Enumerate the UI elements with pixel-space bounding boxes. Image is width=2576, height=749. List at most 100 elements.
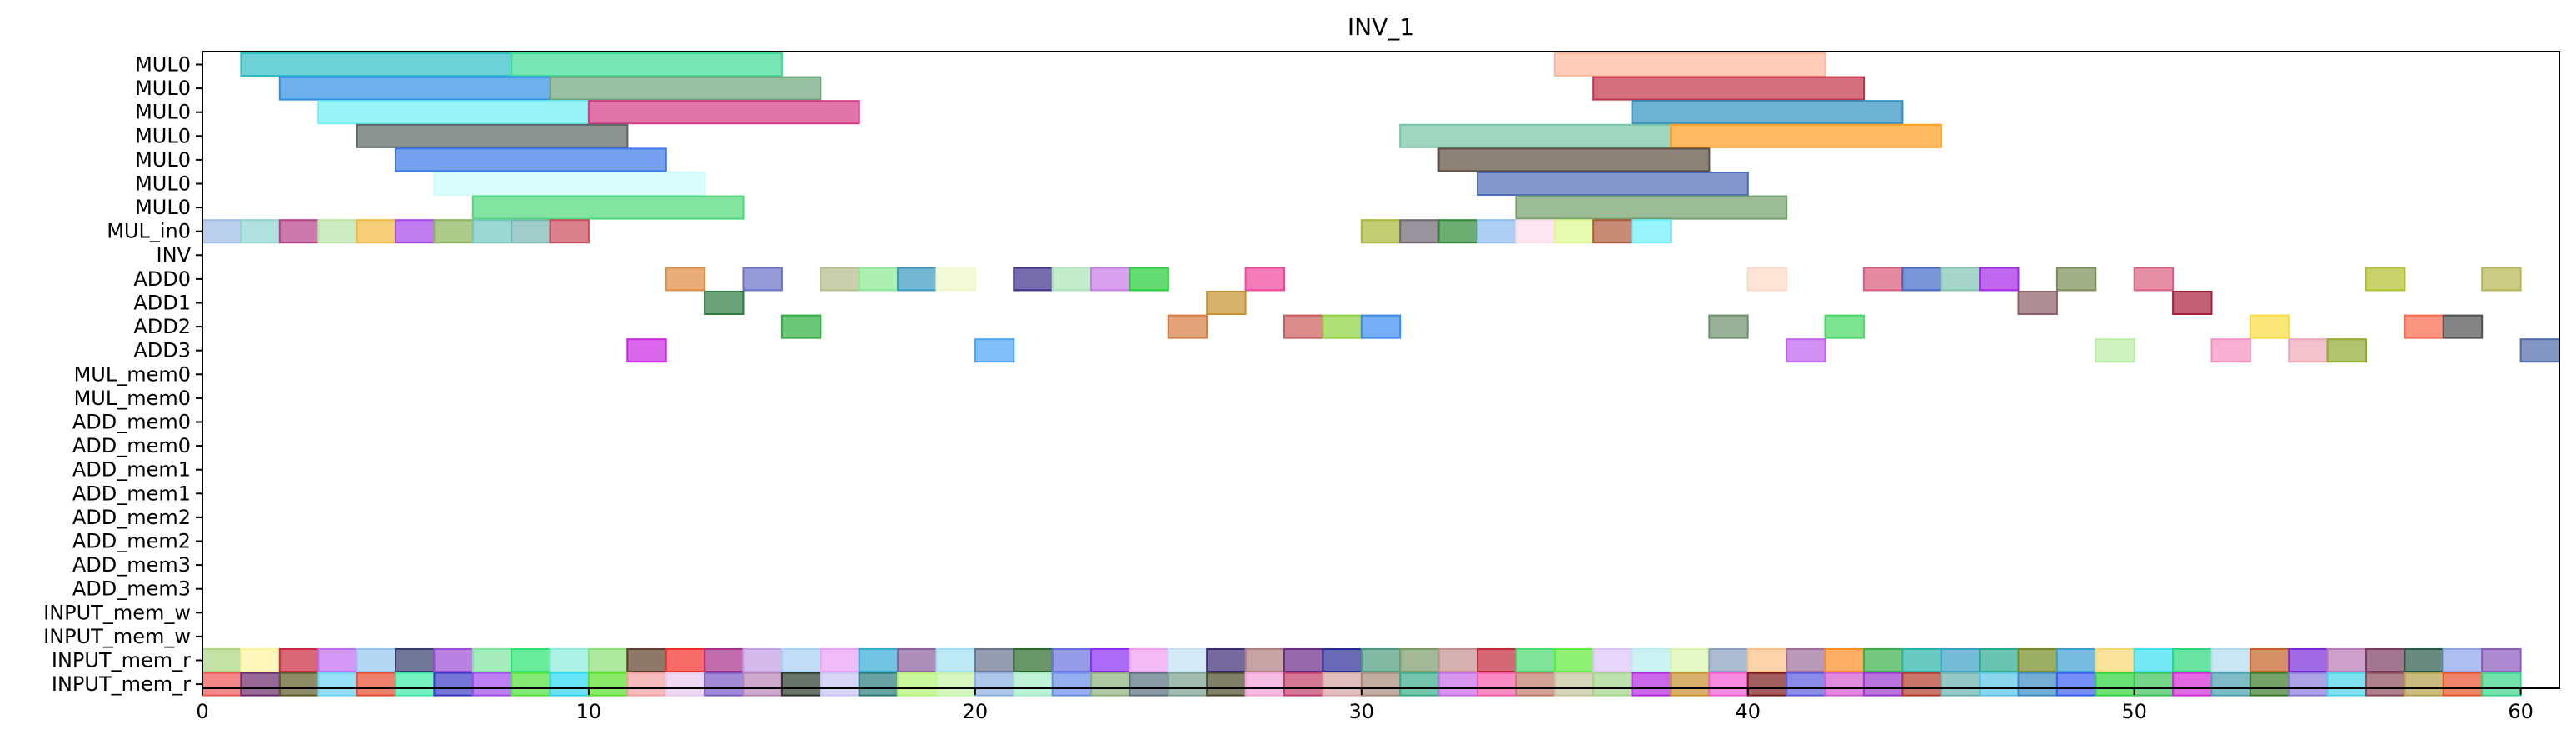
schedule-bar xyxy=(549,648,590,672)
schedule-bar xyxy=(1360,672,1402,697)
schedule-bar xyxy=(471,672,513,697)
schedule-bar xyxy=(626,672,667,697)
schedule-bar xyxy=(1244,672,1285,697)
row-label: MUL0 xyxy=(135,77,191,100)
schedule-bar xyxy=(240,219,281,244)
schedule-bar xyxy=(2404,648,2444,672)
schedule-bar xyxy=(1786,648,1826,672)
schedule-bar xyxy=(587,672,629,697)
schedule-bar xyxy=(665,267,706,292)
schedule-bar xyxy=(1477,648,1517,672)
row-label: MUL0 xyxy=(135,53,191,77)
schedule-bar xyxy=(1708,648,1749,672)
x-tick-label: 40 xyxy=(1735,700,1761,723)
schedule-bar xyxy=(935,672,976,697)
schedule-bar xyxy=(2326,648,2368,672)
schedule-bar xyxy=(317,100,590,125)
schedule-bar xyxy=(1746,648,1788,672)
schedule-bar xyxy=(2481,672,2522,697)
schedule-bar xyxy=(433,219,474,244)
row-label: MUL_mem0 xyxy=(74,387,191,410)
schedule-bar xyxy=(742,672,783,697)
schedule-bar xyxy=(897,648,938,672)
schedule-bar xyxy=(665,648,706,672)
schedule-bar xyxy=(1013,672,1054,697)
y-axis-labels: MUL0MUL0MUL0MUL0MUL0MUL0MUL0MUL_in0INVAD… xyxy=(43,53,202,696)
schedule-bar xyxy=(1206,672,1247,697)
schedule-bar xyxy=(1515,648,1556,672)
schedule-bar xyxy=(1708,672,1749,697)
row-label: ADD_mem2 xyxy=(72,506,191,529)
schedule-bar xyxy=(395,219,436,244)
schedule-bar xyxy=(935,648,976,672)
schedule-bar xyxy=(2210,338,2251,363)
schedule-bar xyxy=(471,648,513,672)
x-tick-label: 60 xyxy=(2508,700,2534,723)
schedule-bar xyxy=(2365,267,2406,292)
schedule-bar xyxy=(395,648,436,672)
schedule-bar xyxy=(511,219,551,244)
schedule-bar xyxy=(2519,338,2561,363)
schedule-bar xyxy=(858,648,899,672)
schedule-bar xyxy=(356,672,397,697)
schedule-bar xyxy=(1129,267,1169,292)
schedule-bar xyxy=(742,267,783,292)
schedule-bar xyxy=(1824,672,1865,697)
schedule-bar xyxy=(1515,219,1556,244)
chart-title: INV_1 xyxy=(1348,13,1414,41)
schedule-bar xyxy=(2172,648,2213,672)
row-label: ADD_mem3 xyxy=(72,553,191,577)
schedule-bar xyxy=(1515,672,1556,697)
schedule-bar xyxy=(1786,672,1826,697)
schedule-bar xyxy=(1360,648,1402,672)
schedule-bar xyxy=(1901,648,1942,672)
schedule-bar xyxy=(240,672,281,697)
schedule-bar xyxy=(2288,648,2329,672)
schedule-bar xyxy=(1477,172,1749,196)
schedule-bar xyxy=(1979,672,2020,697)
schedule-bar xyxy=(858,672,899,697)
schedule-bar xyxy=(820,648,860,672)
schedule-bar xyxy=(935,267,976,292)
schedule-bar xyxy=(433,172,706,196)
row-label: INV xyxy=(157,243,192,267)
schedule-bar xyxy=(1206,291,1247,315)
schedule-bars xyxy=(202,52,2561,697)
schedule-bar xyxy=(240,52,513,77)
schedule-bar xyxy=(1592,76,1865,101)
schedule-bar xyxy=(1399,123,1672,148)
schedule-bar xyxy=(1553,219,1595,244)
schedule-bar xyxy=(1051,648,1093,672)
schedule-bar xyxy=(1553,672,1595,697)
schedule-bar xyxy=(1283,672,1324,697)
schedule-bar xyxy=(1283,314,1324,339)
row-label: INPUT_mem_r xyxy=(52,649,191,672)
schedule-bar xyxy=(1167,672,1208,697)
x-tick-label: 0 xyxy=(196,700,208,723)
row-label: ADD_mem3 xyxy=(72,577,191,601)
row-label: ADD_mem0 xyxy=(72,434,191,457)
row-label: MUL_in0 xyxy=(107,220,191,243)
schedule-bar xyxy=(1399,219,1440,244)
schedule-bar xyxy=(1437,672,1478,697)
schedule-bar xyxy=(1979,648,2020,672)
schedule-bar xyxy=(1477,219,1517,244)
schedule-bar xyxy=(1631,648,1672,672)
schedule-bar xyxy=(1244,267,1285,292)
x-tick-label: 30 xyxy=(1349,700,1375,723)
schedule-bar xyxy=(1360,219,1402,244)
schedule-bar xyxy=(1862,648,1904,672)
schedule-bar xyxy=(1746,267,1788,292)
schedule-bar xyxy=(2055,672,2097,697)
schedule-bar xyxy=(471,219,513,244)
schedule-bar xyxy=(704,291,745,315)
schedule-bar xyxy=(1206,648,1247,672)
schedule-bar xyxy=(1631,219,1672,244)
schedule-bar xyxy=(1553,648,1595,672)
schedule-bar xyxy=(2249,648,2290,672)
x-tick-label: 10 xyxy=(576,700,602,723)
schedule-bar xyxy=(2133,648,2175,672)
schedule-bar xyxy=(704,648,745,672)
schedule-bar xyxy=(1631,672,1672,697)
schedule-bar xyxy=(278,76,551,101)
